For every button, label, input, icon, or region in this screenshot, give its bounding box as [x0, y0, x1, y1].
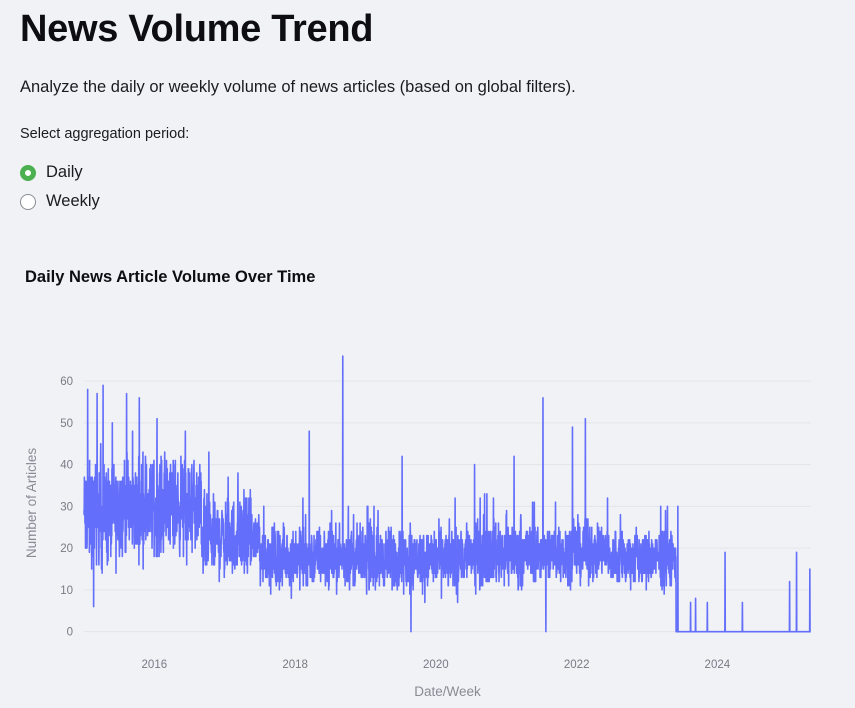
x-tick-label: 2018	[282, 659, 308, 671]
x-tick-label: 2022	[564, 659, 590, 671]
x-axis-title: Date/Week	[414, 684, 481, 699]
page-title: News Volume Trend	[20, 8, 374, 50]
y-tick-label: 10	[60, 585, 73, 597]
y-tick-label: 0	[67, 627, 73, 639]
radio-button-weekly[interactable]	[20, 193, 36, 210]
radio-label-weekly: Weekly	[46, 192, 100, 210]
page-subtitle: Analyze the daily or weekly volume of ne…	[20, 78, 576, 96]
y-axis-title: Number of Articles	[24, 448, 39, 559]
y-tick-label: 20	[60, 543, 73, 555]
aggregation-radio-group: Daily Weekly	[20, 158, 100, 216]
y-tick-label: 50	[60, 418, 73, 430]
y-tick-label: 40	[60, 460, 73, 472]
x-tick-label: 2016	[142, 659, 168, 671]
y-tick-label: 60	[60, 376, 73, 388]
radio-label-daily: Daily	[46, 163, 83, 181]
x-tick-label: 2024	[705, 659, 731, 671]
radio-option-daily[interactable]: Daily	[20, 158, 100, 187]
aggregation-label: Select aggregation period:	[20, 126, 190, 142]
chart-title: Daily News Article Volume Over Time	[25, 268, 316, 286]
radio-button-daily[interactable]	[20, 164, 36, 181]
y-tick-label: 30	[60, 501, 73, 513]
series-line-daily-volume	[83, 355, 812, 633]
radio-option-weekly[interactable]: Weekly	[20, 187, 100, 216]
x-tick-label: 2020	[423, 659, 449, 671]
